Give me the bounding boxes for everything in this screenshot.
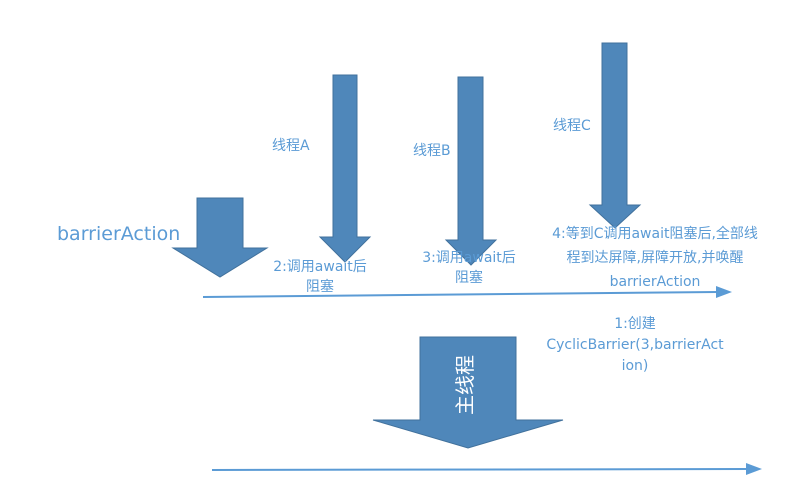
main-thread-label: 主线程 xyxy=(453,355,477,415)
step2-line1: 2:调用await后 xyxy=(273,259,367,275)
step4-line3: barrierAction xyxy=(609,274,701,290)
step1-line3: ion) xyxy=(621,358,649,374)
thread-c-arrow xyxy=(588,42,642,229)
step4-line1: 4:等到C调用await阻塞后,全部线 xyxy=(552,226,758,242)
step2-line2: 阻塞 xyxy=(306,279,334,295)
step2-label: 2:调用await后 阻塞 xyxy=(270,257,370,297)
step4-label: 4:等到C调用await阻塞后,全部线 程到达屏障,屏障开放,并唤醒 barri… xyxy=(530,222,780,294)
barrier-action-label: barrierAction xyxy=(57,223,181,245)
barrier-timeline xyxy=(202,291,719,298)
step3-line2: 阻塞 xyxy=(455,270,483,286)
thread-b-arrow xyxy=(444,76,498,266)
main-timeline xyxy=(211,468,749,471)
main-thread-arrow xyxy=(372,336,564,449)
step3-line1: 3:调用await后 xyxy=(422,250,516,266)
thread-a-arrow xyxy=(318,74,372,263)
step1-line2: CyclicBarrier(3,barrierAct xyxy=(546,337,724,353)
step1-label: 1:创建 CyclicBarrier(3,barrierAct ion) xyxy=(535,314,735,377)
barrier-timeline-arrowhead xyxy=(716,286,732,298)
step3-label: 3:调用await后 阻塞 xyxy=(414,248,524,288)
step4-line2: 程到达屏障,屏障开放,并唤醒 xyxy=(566,250,744,266)
thread-a-label: 线程A xyxy=(272,138,310,154)
barrier-action-arrow xyxy=(171,197,269,278)
thread-c-label: 线程C xyxy=(553,118,591,134)
thread-b-label: 线程B xyxy=(413,143,451,159)
main-timeline-arrowhead xyxy=(746,463,762,475)
step1-line1: 1:创建 xyxy=(614,316,656,332)
